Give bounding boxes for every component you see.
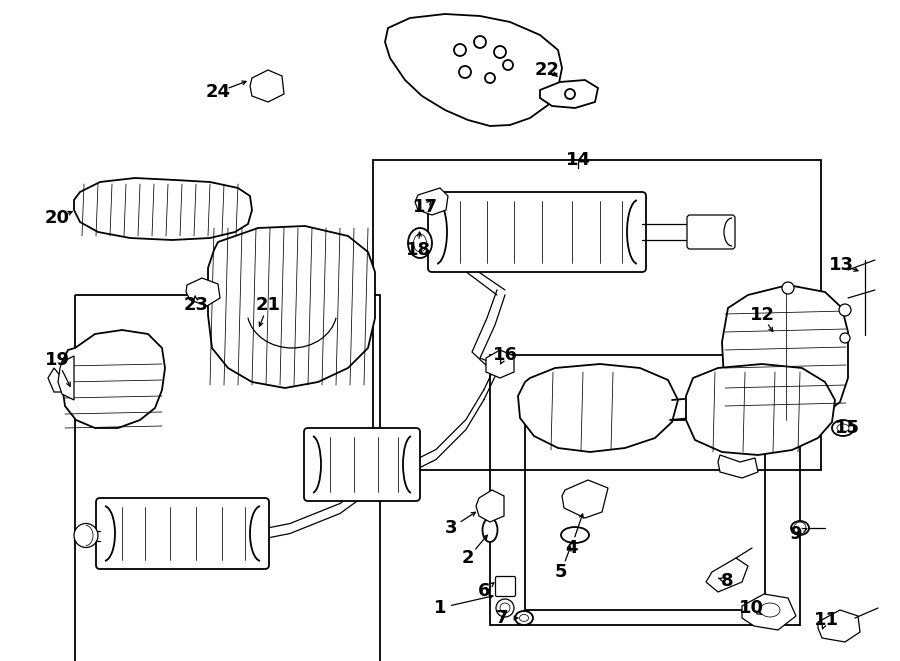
FancyBboxPatch shape (96, 498, 269, 569)
Circle shape (454, 44, 466, 56)
FancyBboxPatch shape (304, 428, 420, 501)
Text: 21: 21 (256, 296, 281, 314)
Text: 13: 13 (829, 256, 853, 274)
Polygon shape (562, 480, 608, 518)
Polygon shape (208, 226, 375, 388)
Circle shape (474, 36, 486, 48)
Ellipse shape (837, 424, 849, 432)
Text: 14: 14 (565, 151, 590, 169)
Text: 10: 10 (739, 599, 763, 617)
Text: 22: 22 (535, 61, 560, 79)
Circle shape (782, 282, 794, 294)
Polygon shape (250, 70, 284, 102)
FancyBboxPatch shape (428, 192, 646, 272)
Circle shape (840, 333, 850, 343)
Text: 2: 2 (462, 549, 474, 567)
Polygon shape (62, 330, 165, 428)
Polygon shape (58, 356, 74, 400)
Circle shape (74, 524, 98, 547)
Text: 15: 15 (834, 419, 860, 437)
Polygon shape (818, 610, 860, 642)
Ellipse shape (408, 228, 432, 258)
Text: 23: 23 (184, 296, 209, 314)
Polygon shape (48, 368, 62, 392)
Bar (525, 420, 765, 610)
Text: 5: 5 (554, 563, 567, 581)
Ellipse shape (482, 518, 498, 542)
Text: 12: 12 (750, 306, 775, 324)
Text: 16: 16 (492, 346, 517, 364)
FancyBboxPatch shape (496, 576, 516, 596)
Circle shape (500, 603, 510, 613)
Circle shape (503, 60, 513, 70)
Ellipse shape (760, 603, 780, 617)
Ellipse shape (561, 527, 589, 543)
Text: 24: 24 (205, 83, 230, 101)
Polygon shape (486, 350, 514, 378)
Text: 17: 17 (412, 198, 437, 216)
Bar (75, 295, 380, 661)
Circle shape (459, 66, 471, 78)
Circle shape (794, 522, 806, 534)
Polygon shape (686, 364, 835, 455)
Ellipse shape (515, 611, 533, 625)
Text: 4: 4 (565, 539, 577, 557)
Polygon shape (186, 278, 220, 306)
Polygon shape (385, 14, 562, 126)
Text: 11: 11 (814, 611, 839, 629)
Bar (490, 355, 800, 625)
Text: 3: 3 (445, 519, 457, 537)
Circle shape (485, 73, 495, 83)
Polygon shape (476, 490, 504, 522)
Polygon shape (540, 80, 598, 108)
Text: 19: 19 (44, 351, 69, 369)
Text: 1: 1 (434, 599, 446, 617)
Polygon shape (74, 178, 252, 240)
FancyBboxPatch shape (687, 215, 735, 249)
Circle shape (565, 89, 575, 99)
Circle shape (496, 599, 514, 617)
Text: 20: 20 (44, 209, 69, 227)
Text: 6: 6 (478, 582, 491, 600)
Polygon shape (722, 285, 848, 422)
Polygon shape (518, 364, 678, 452)
Ellipse shape (413, 234, 427, 252)
Text: 9: 9 (788, 525, 801, 543)
Ellipse shape (832, 420, 854, 436)
Ellipse shape (791, 521, 809, 535)
Text: 7: 7 (496, 609, 508, 627)
Bar (373, 160, 821, 470)
Circle shape (839, 304, 851, 316)
Text: 18: 18 (405, 241, 430, 259)
Polygon shape (706, 558, 748, 592)
Ellipse shape (519, 615, 528, 621)
Text: 8: 8 (721, 572, 734, 590)
Circle shape (494, 46, 506, 58)
Polygon shape (415, 188, 448, 215)
Polygon shape (718, 455, 758, 478)
Polygon shape (742, 594, 796, 630)
